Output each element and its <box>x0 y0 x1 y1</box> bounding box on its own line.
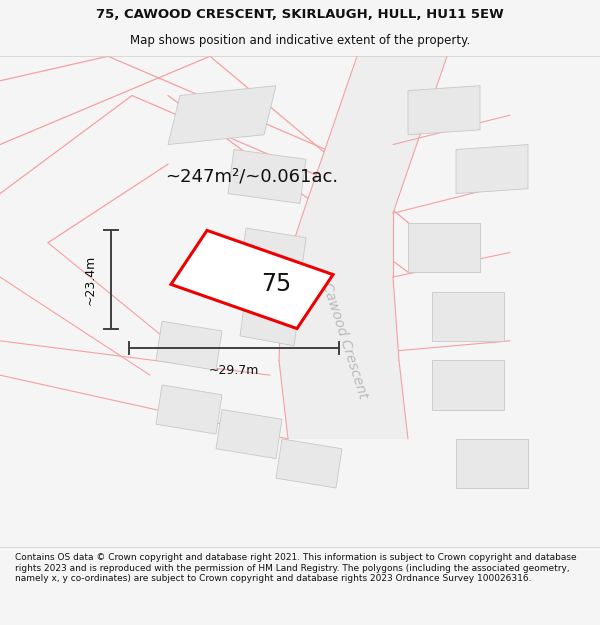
Polygon shape <box>276 439 342 488</box>
Polygon shape <box>432 292 504 341</box>
Text: Map shows position and indicative extent of the property.: Map shows position and indicative extent… <box>130 34 470 47</box>
Polygon shape <box>240 228 306 282</box>
Polygon shape <box>156 321 222 370</box>
Polygon shape <box>216 409 282 459</box>
Polygon shape <box>156 385 222 434</box>
Text: Contains OS data © Crown copyright and database right 2021. This information is : Contains OS data © Crown copyright and d… <box>15 553 577 583</box>
Text: ~23.4m: ~23.4m <box>83 254 97 304</box>
Polygon shape <box>168 86 276 144</box>
Polygon shape <box>240 292 300 346</box>
Polygon shape <box>408 86 480 135</box>
Text: 75, CAWOOD CRESCENT, SKIRLAUGH, HULL, HU11 5EW: 75, CAWOOD CRESCENT, SKIRLAUGH, HULL, HU… <box>96 8 504 21</box>
Polygon shape <box>456 439 528 488</box>
Text: Cawood Crescent: Cawood Crescent <box>320 281 370 401</box>
Text: 75: 75 <box>261 272 291 296</box>
Text: ~247m²/~0.061ac.: ~247m²/~0.061ac. <box>166 168 338 186</box>
Polygon shape <box>456 144 528 194</box>
Text: ~29.7m: ~29.7m <box>209 364 259 377</box>
Polygon shape <box>171 231 333 329</box>
Polygon shape <box>279 56 447 439</box>
Polygon shape <box>228 149 306 204</box>
Polygon shape <box>408 223 480 272</box>
Polygon shape <box>432 361 504 409</box>
